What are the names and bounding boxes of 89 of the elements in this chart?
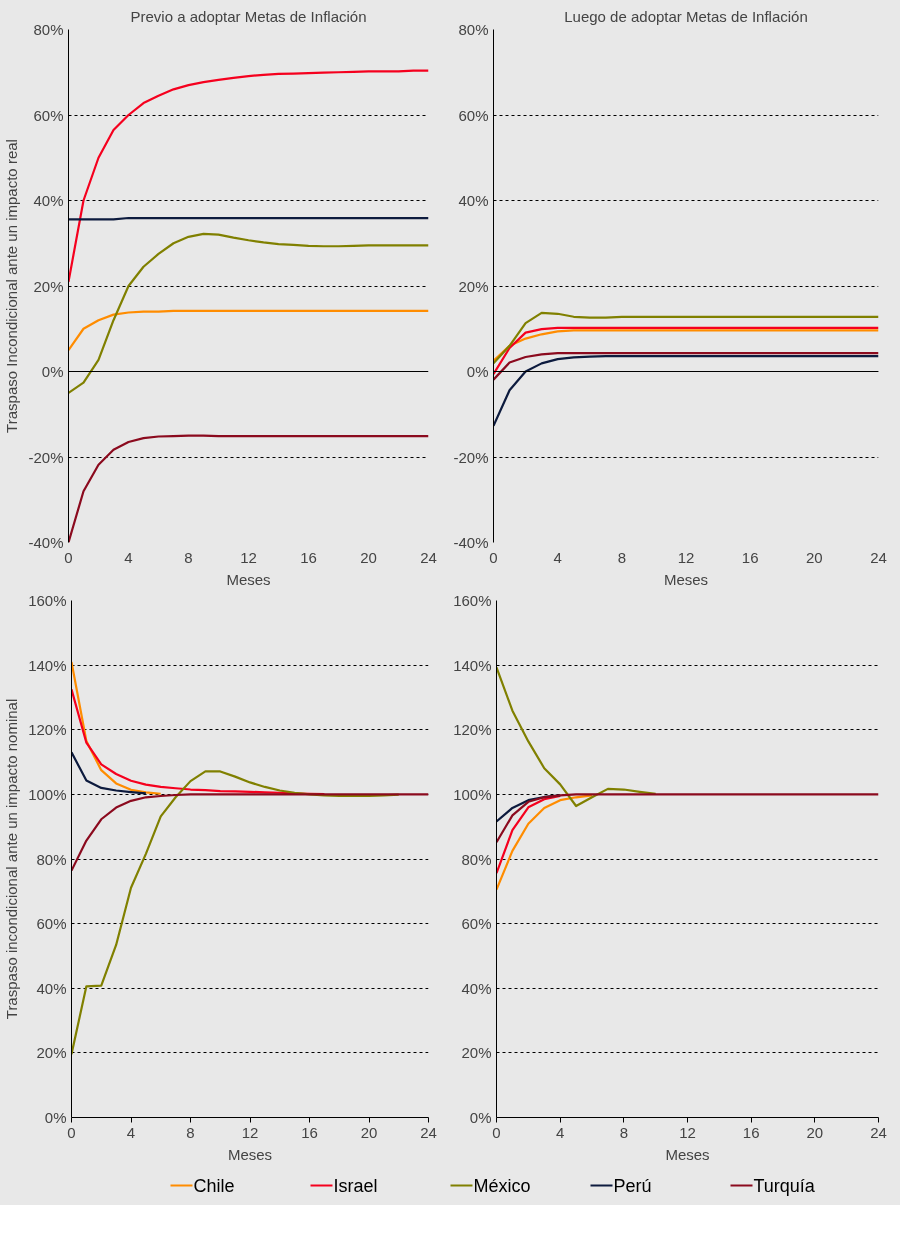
y-tick-label: 80% bbox=[461, 850, 492, 868]
x-tick-label: 24 bbox=[870, 1123, 887, 1141]
x-tick-label: 0 bbox=[489, 548, 498, 566]
y-axis-title: Traspaso incondicional ante un impacto nominal bbox=[3, 698, 21, 1020]
chart-title: Previo a adoptar Metas de Inflación bbox=[130, 7, 367, 25]
y-tick-label: -40% bbox=[453, 534, 489, 551]
x-tick-label: 12 bbox=[240, 548, 257, 566]
y-tick-label: 80% bbox=[36, 850, 67, 868]
x-tick-label: 12 bbox=[241, 1123, 259, 1141]
y-tick-label: 20% bbox=[461, 1044, 492, 1062]
y-tick-label: 140% bbox=[453, 656, 492, 674]
line-series bbox=[68, 309, 429, 352]
y-tick-label: 40% bbox=[458, 192, 489, 209]
x-tick-label: 12 bbox=[679, 1123, 696, 1141]
y-tick-label: 0% bbox=[466, 363, 489, 380]
y-tick-label: 160% bbox=[28, 592, 67, 609]
x-tick-label: 20 bbox=[360, 1123, 378, 1141]
y-tick-label: 120% bbox=[28, 721, 67, 739]
line-series bbox=[71, 793, 429, 872]
y-tick-label: -20% bbox=[28, 448, 64, 466]
line-series bbox=[71, 751, 147, 795]
x-tick-label: 24 bbox=[420, 1123, 437, 1141]
x-axis-title: Meses bbox=[226, 570, 271, 588]
legend-label: Israel bbox=[333, 1175, 378, 1196]
legend-label: Chile bbox=[193, 1175, 235, 1196]
line-series bbox=[493, 355, 879, 427]
x-axis-title: Meses bbox=[665, 1145, 710, 1163]
x-axis-title: Meses bbox=[663, 570, 709, 588]
y-tick-label: 60% bbox=[36, 915, 67, 933]
y-tick-label: 100% bbox=[28, 785, 67, 803]
y-tick-label: 0% bbox=[44, 1109, 67, 1126]
x-tick-label: 8 bbox=[617, 548, 627, 566]
line-series bbox=[71, 660, 162, 795]
x-tick-label: 4 bbox=[556, 1123, 565, 1141]
y-tick-label: 40% bbox=[33, 192, 64, 209]
y-tick-label: 0% bbox=[41, 363, 64, 380]
line-series bbox=[71, 770, 400, 1056]
y-tick-label: 140% bbox=[28, 656, 67, 674]
y-tick-label: 20% bbox=[36, 1044, 67, 1062]
line-series bbox=[68, 232, 429, 394]
y-tick-label: 20% bbox=[33, 277, 64, 295]
y-tick-label: 40% bbox=[36, 979, 67, 997]
line-series bbox=[493, 329, 879, 362]
chart-title: Luego de adoptar Metas de Inflación bbox=[564, 7, 808, 25]
x-tick-label: 20 bbox=[360, 548, 377, 566]
x-tick-label: 4 bbox=[553, 548, 562, 566]
y-tick-label: 0% bbox=[469, 1109, 492, 1126]
y-tick-label: 120% bbox=[453, 721, 492, 739]
x-tick-label: 12 bbox=[677, 548, 695, 566]
line-series bbox=[68, 434, 429, 543]
x-tick-label: 0 bbox=[64, 548, 73, 566]
x-tick-label: 20 bbox=[806, 1123, 824, 1141]
y-axis-title: Traspaso Incondicional ante un impacto real bbox=[3, 139, 21, 433]
legend-label: México bbox=[473, 1175, 531, 1196]
x-tick-label: 16 bbox=[300, 548, 317, 566]
line-series bbox=[493, 352, 879, 381]
x-tick-label: 8 bbox=[186, 1123, 195, 1141]
line-series bbox=[496, 794, 594, 891]
y-tick-label: 60% bbox=[33, 106, 64, 124]
line-series bbox=[496, 666, 657, 808]
x-tick-label: 8 bbox=[184, 548, 193, 566]
y-tick-label: 40% bbox=[461, 979, 492, 997]
line-series bbox=[68, 69, 429, 283]
legend-label: Turquía bbox=[753, 1175, 816, 1196]
x-axis-title: Meses bbox=[227, 1145, 273, 1163]
x-tick-label: 24 bbox=[870, 548, 887, 566]
x-tick-label: 8 bbox=[619, 1123, 629, 1141]
x-tick-label: 4 bbox=[126, 1123, 136, 1141]
x-tick-label: 20 bbox=[805, 548, 823, 566]
y-tick-label: -20% bbox=[453, 448, 489, 466]
y-tick-label: 80% bbox=[33, 21, 64, 38]
legend-label: Perú bbox=[613, 1175, 652, 1196]
x-tick-label: 4 bbox=[124, 548, 133, 566]
y-tick-label: 20% bbox=[458, 277, 489, 295]
y-tick-label: 60% bbox=[458, 106, 489, 124]
y-tick-label: 60% bbox=[461, 915, 492, 933]
line-series bbox=[493, 326, 879, 376]
line-series bbox=[493, 311, 879, 365]
x-tick-label: 16 bbox=[301, 1123, 318, 1141]
x-tick-label: 0 bbox=[67, 1123, 76, 1141]
x-tick-label: 24 bbox=[420, 548, 437, 566]
x-tick-label: 16 bbox=[742, 1123, 760, 1141]
y-tick-label: 160% bbox=[453, 592, 492, 609]
x-tick-label: 0 bbox=[492, 1123, 501, 1141]
y-tick-label: 100% bbox=[453, 785, 492, 803]
y-tick-label: 80% bbox=[458, 21, 489, 38]
y-tick-label: -40% bbox=[28, 534, 64, 551]
line-series bbox=[496, 793, 879, 844]
x-tick-label: 16 bbox=[741, 548, 759, 566]
